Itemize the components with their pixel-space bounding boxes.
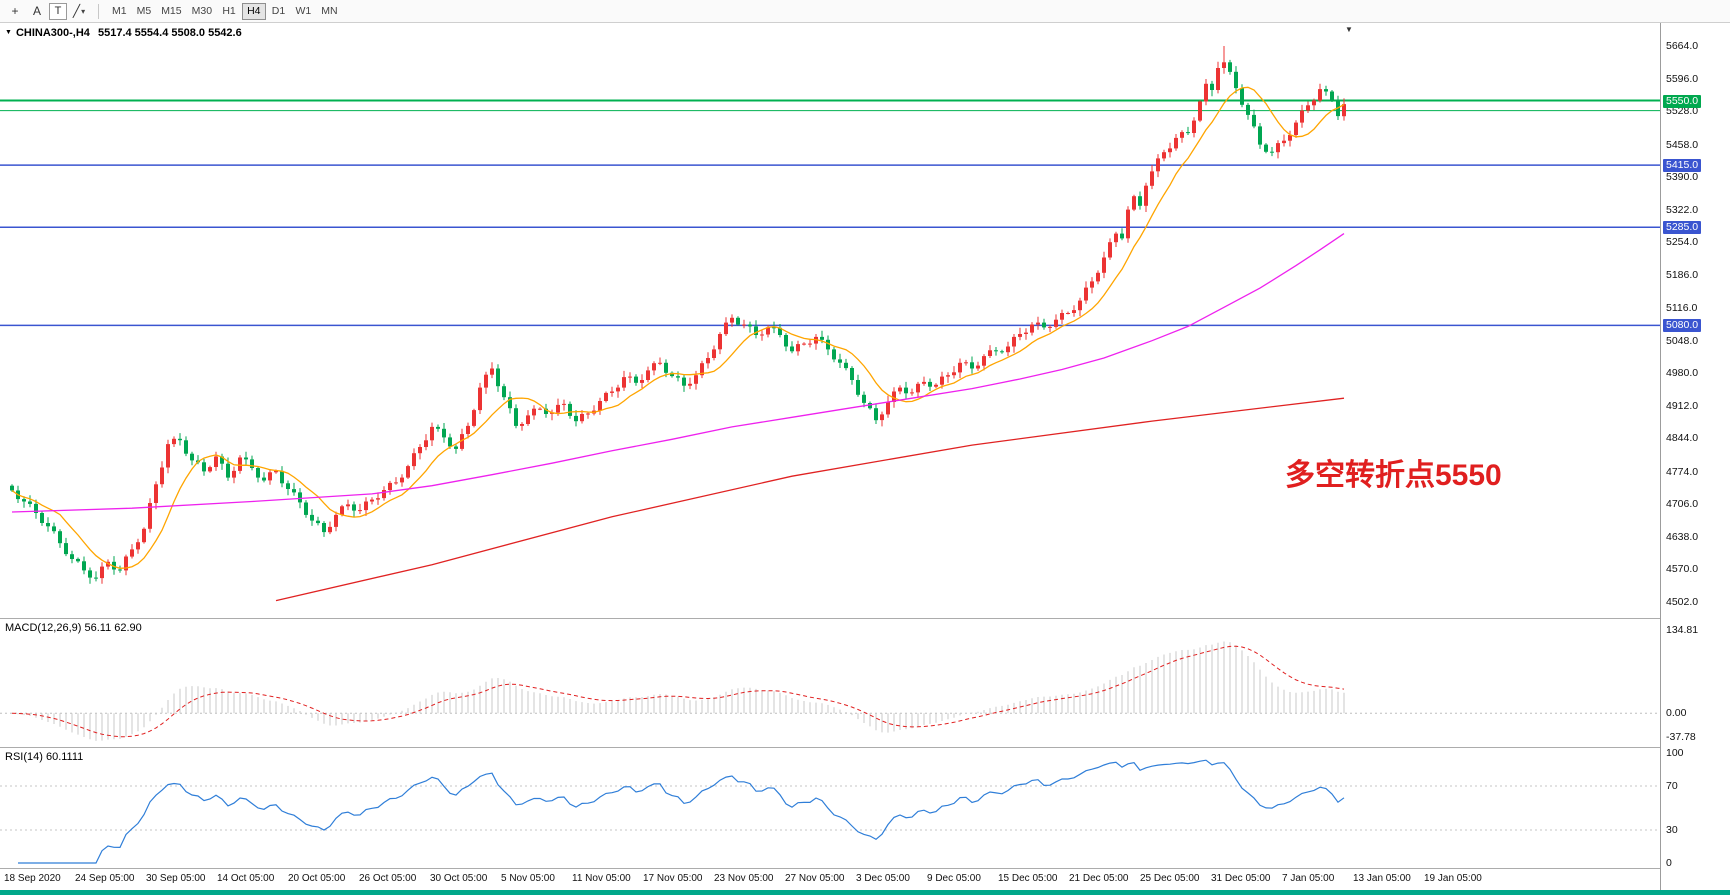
price-line-badge: 5415.0	[1663, 159, 1702, 173]
rsi-line	[18, 759, 1345, 864]
chevron-down-icon: ▾	[81, 6, 86, 16]
time-axis-label: 19 Jan 05:00	[1424, 873, 1482, 884]
time-axis-label: 20 Oct 05:00	[288, 873, 346, 884]
price-axis-label: 4570.0	[1666, 563, 1699, 576]
down-wicks	[11, 59, 1339, 584]
price-axis-label: 5186.0	[1666, 268, 1699, 281]
price-axis-label: 5048.0	[1666, 334, 1699, 347]
rsi-axis-label: 100	[1666, 747, 1684, 759]
pane-separator[interactable]	[0, 618, 1730, 619]
price-line-badge: 5550.0	[1663, 94, 1702, 108]
time-axis-label: 25 Dec 05:00	[1140, 873, 1200, 884]
text-label-tool-button[interactable]: A	[32, 4, 41, 18]
time-axis-label: 17 Nov 05:00	[643, 873, 703, 884]
price-axis-label: 5322.0	[1666, 203, 1699, 216]
macd-histogram	[17, 641, 1345, 741]
time-axis-label: 11 Nov 05:00	[572, 873, 631, 884]
macd-signal-line	[11, 645, 1345, 738]
timeframe-m30-button[interactable]: M30	[191, 5, 213, 17]
timeframe-h4-button[interactable]: H4	[242, 2, 266, 20]
timeframe-m1-button[interactable]: M1	[112, 5, 127, 17]
timeframe-d1-button[interactable]: D1	[271, 5, 286, 17]
trendline-icon: ╱	[72, 4, 81, 18]
ma-slow-line	[275, 397, 1345, 602]
time-axis-label: 7 Jan 05:00	[1282, 873, 1335, 884]
time-axis-label: 31 Dec 05:00	[1211, 873, 1271, 884]
ma-mid-line	[11, 233, 1345, 513]
ohlc-readout: 5517.4 5554.4 5508.0 5542.6	[97, 27, 242, 39]
time-axis-label: 18 Sep 2020	[4, 873, 61, 884]
price-axis-label: 5528.0	[1666, 105, 1699, 118]
price-axis-label: 5664.0	[1666, 40, 1699, 52]
timeframe-m15-button[interactable]: M15	[161, 5, 182, 17]
time-axis-label: 26 Oct 05:00	[359, 873, 417, 884]
macd-axis-label: 134.81	[1666, 624, 1699, 637]
time-axis-label: 5 Nov 05:00	[501, 873, 555, 884]
time-axis-label: 14 Oct 05:00	[217, 873, 275, 884]
time-axis-label: 13 Jan 05:00	[1353, 873, 1411, 884]
timeframe-m5-button[interactable]: M5	[136, 5, 152, 17]
timeframe-h1-button[interactable]: H1	[222, 5, 236, 17]
toolbar-separator	[98, 3, 99, 19]
chart-shift-marker[interactable]: ▼	[1345, 25, 1353, 34]
time-axis-label: 30 Sep 05:00	[146, 873, 206, 884]
time-axis[interactable]: 18 Sep 2020 24 Sep 05:00 30 Sep 05:00 14 Oc…	[0, 869, 1660, 890]
up-wicks	[101, 46, 1345, 584]
timeframe-mn-button[interactable]: MN	[321, 5, 338, 17]
price-axis-label: 4638.0	[1666, 530, 1699, 543]
price-axis-label: 4774.0	[1666, 465, 1699, 478]
chart-annotation: 多空转折点5550	[1285, 459, 1502, 492]
timeframe-w1-button[interactable]: W1	[295, 5, 312, 17]
price-axis-label: 5390.0	[1666, 171, 1699, 184]
time-axis-label: 30 Oct 05:00	[430, 873, 488, 884]
price-axis-label: 4980.0	[1666, 367, 1699, 380]
rsi-title: RSI(14) 60.1111	[5, 751, 84, 763]
chart-menu-icon[interactable]: ▼	[5, 29, 12, 36]
time-axis-label: 15 Dec 05:00	[998, 873, 1058, 884]
pane-separator[interactable]	[0, 747, 1730, 748]
time-axis-label: 21 Dec 05:00	[1069, 873, 1129, 884]
price-axis-label: 4706.0	[1666, 498, 1699, 511]
time-axis-label: 23 Nov 05:00	[714, 873, 774, 884]
crosshair-tool-button[interactable]: +	[11, 4, 19, 18]
bottom-strip	[0, 890, 1730, 895]
text-frame-tool-button[interactable]: T	[49, 2, 67, 20]
time-axis-label: 9 Dec 05:00	[927, 873, 981, 884]
macd-title: MACD(12,26,9) 56.11 62.90	[5, 622, 142, 634]
rsi-axis-label: 0	[1666, 857, 1672, 869]
price-line-badge: 5080.0	[1663, 319, 1702, 333]
price-axis-label: 5254.0	[1666, 236, 1699, 249]
ma-fast-line	[11, 86, 1345, 569]
macd-axis-label: 0.00	[1666, 707, 1687, 720]
price-axis-label: 5116.0	[1666, 302, 1698, 315]
chart-plot[interactable]	[0, 23, 1660, 869]
time-axis-label: 27 Nov 05:00	[785, 873, 845, 884]
rsi-axis-label: 70	[1666, 780, 1678, 792]
time-axis-label: 3 Dec 05:00	[856, 873, 910, 884]
price-axis-label: 5596.0	[1666, 72, 1699, 85]
price-axis-label: 4912.0	[1666, 399, 1699, 412]
macd-axis-label: -37.78	[1666, 730, 1696, 743]
symbol-period-label: CHINA300-,H4	[15, 27, 90, 39]
price-axis-label: 5458.0	[1666, 138, 1699, 151]
time-axis-label: 24 Sep 05:00	[75, 873, 135, 884]
price-line-badge: 5285.0	[1663, 221, 1702, 235]
pane-separator	[0, 868, 1730, 869]
price-axis-label: 4844.0	[1666, 432, 1699, 445]
rsi-axis-label: 30	[1666, 824, 1678, 836]
price-axis[interactable]: 5664.0 5596.0 5528.0 5458.0 5390.0 5322.0 5254…	[1660, 23, 1730, 890]
toolbar: + A T ╱ ▾ M1 M5 M15 M30 H1 H4 D1 W1 MN	[0, 0, 1730, 23]
drawing-tools-button[interactable]: ╱ ▾	[69, 2, 89, 20]
chart-title: ▼ CHINA300-,H4 5517.4 5554.4 5508.0 5542.…	[5, 27, 242, 39]
price-axis-label: 4502.0	[1666, 596, 1699, 608]
